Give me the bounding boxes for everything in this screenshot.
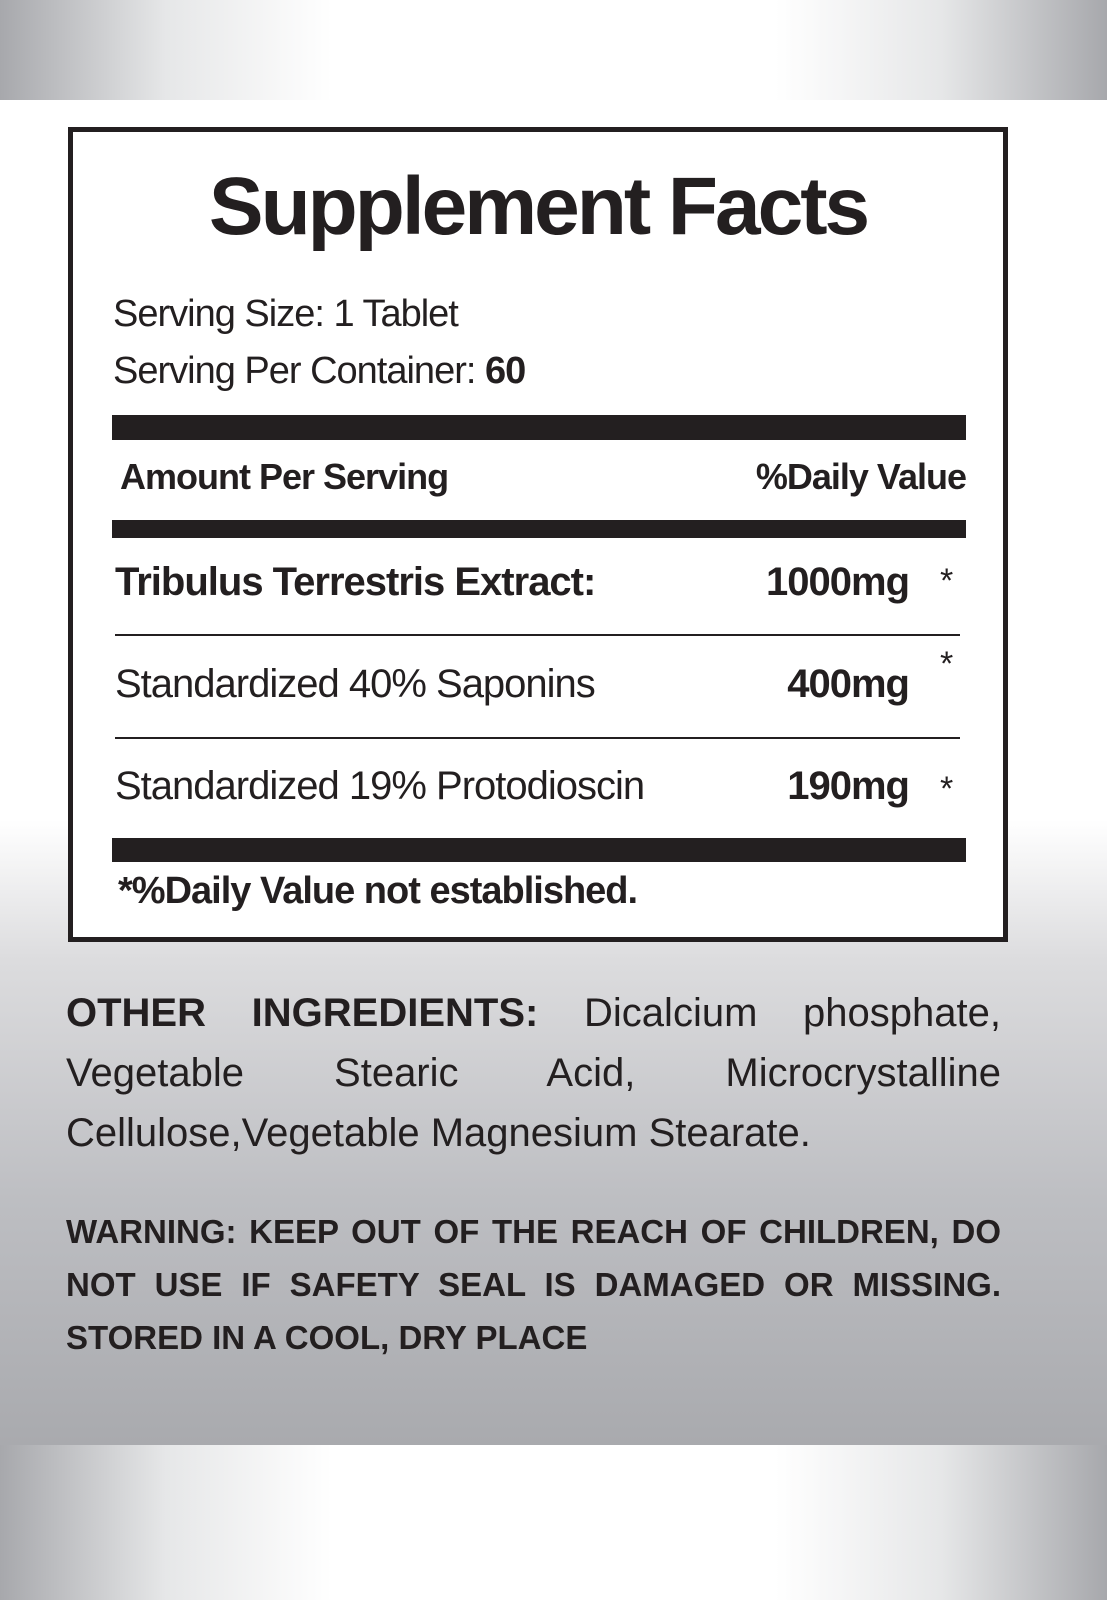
row-name: Standardized 19% Protodioscin [115,764,645,808]
thin-rule [115,737,960,739]
servings-label: Serving Per Container: [113,350,476,392]
serving-size: Serving Size: 1 Tablet [113,293,459,335]
row-amount: 400mg [787,662,910,706]
other-ingredients-text: Dicalcium phosphate, Vegetable Stearic A… [66,991,1002,1155]
row-name: Standardized 40% Saponins [115,662,596,706]
thick-rule [112,415,966,440]
row-mark: * [940,645,954,683]
other-ingredients-label: OTHER INGREDIENTS: [66,991,539,1035]
row-amount: 1000mg [766,560,910,604]
row-name: Tribulus Terrestris Extract: [115,560,596,604]
amount-header: Amount Per Serving [120,456,449,497]
row-mark: * [940,562,954,600]
row-mark: * [940,770,954,808]
servings-value: 60 [484,350,526,392]
footnote: *%Daily Value not established. [118,870,638,912]
bottom-band [0,1445,1107,1600]
daily-value-header: %Daily Value [755,456,967,497]
thick-rule [112,838,966,862]
row-amount: 190mg [787,764,910,808]
thin-rule [115,634,960,636]
thick-rule [112,520,966,538]
warning: WARNING: KEEP OUT OF THE REACH OF CHILDR… [66,1213,1001,1356]
servings-per-container: Serving Per Container: 60 [113,350,526,393]
title: Supplement Facts [208,161,870,252]
top-band [0,0,1107,100]
other-ingredients: OTHER INGREDIENTS: Dicalcium phosphate, … [66,983,1001,1163]
